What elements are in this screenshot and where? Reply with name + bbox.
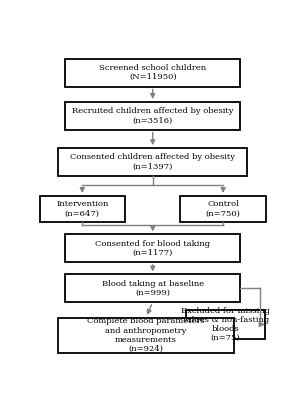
Text: Excluded for missing
values & non-fasting
bloods
(n=75): Excluded for missing values & non-fastin… [181,307,270,342]
FancyBboxPatch shape [65,274,240,302]
FancyBboxPatch shape [180,196,266,222]
FancyBboxPatch shape [186,310,265,339]
Text: Recruited children affected by obesity
(n=3516): Recruited children affected by obesity (… [72,107,233,124]
Text: Complete blood parameters
and anthropometry
measurements
(n=924): Complete blood parameters and anthropome… [87,318,205,353]
FancyBboxPatch shape [58,318,234,353]
FancyBboxPatch shape [65,234,240,262]
Text: Screened school children
(N=11950): Screened school children (N=11950) [99,64,206,81]
FancyBboxPatch shape [58,148,247,176]
FancyBboxPatch shape [40,196,125,222]
Text: Consented for blood taking
(n=1177): Consented for blood taking (n=1177) [95,240,210,257]
Text: Intervention
(n=647): Intervention (n=647) [56,200,108,218]
FancyBboxPatch shape [65,59,240,86]
Text: Control
(n=750): Control (n=750) [206,200,240,218]
Text: Blood taking at baseline
(n=999): Blood taking at baseline (n=999) [102,280,204,297]
FancyBboxPatch shape [65,102,240,130]
Text: Consented children affected by obesity
(n=1397): Consented children affected by obesity (… [70,153,235,170]
